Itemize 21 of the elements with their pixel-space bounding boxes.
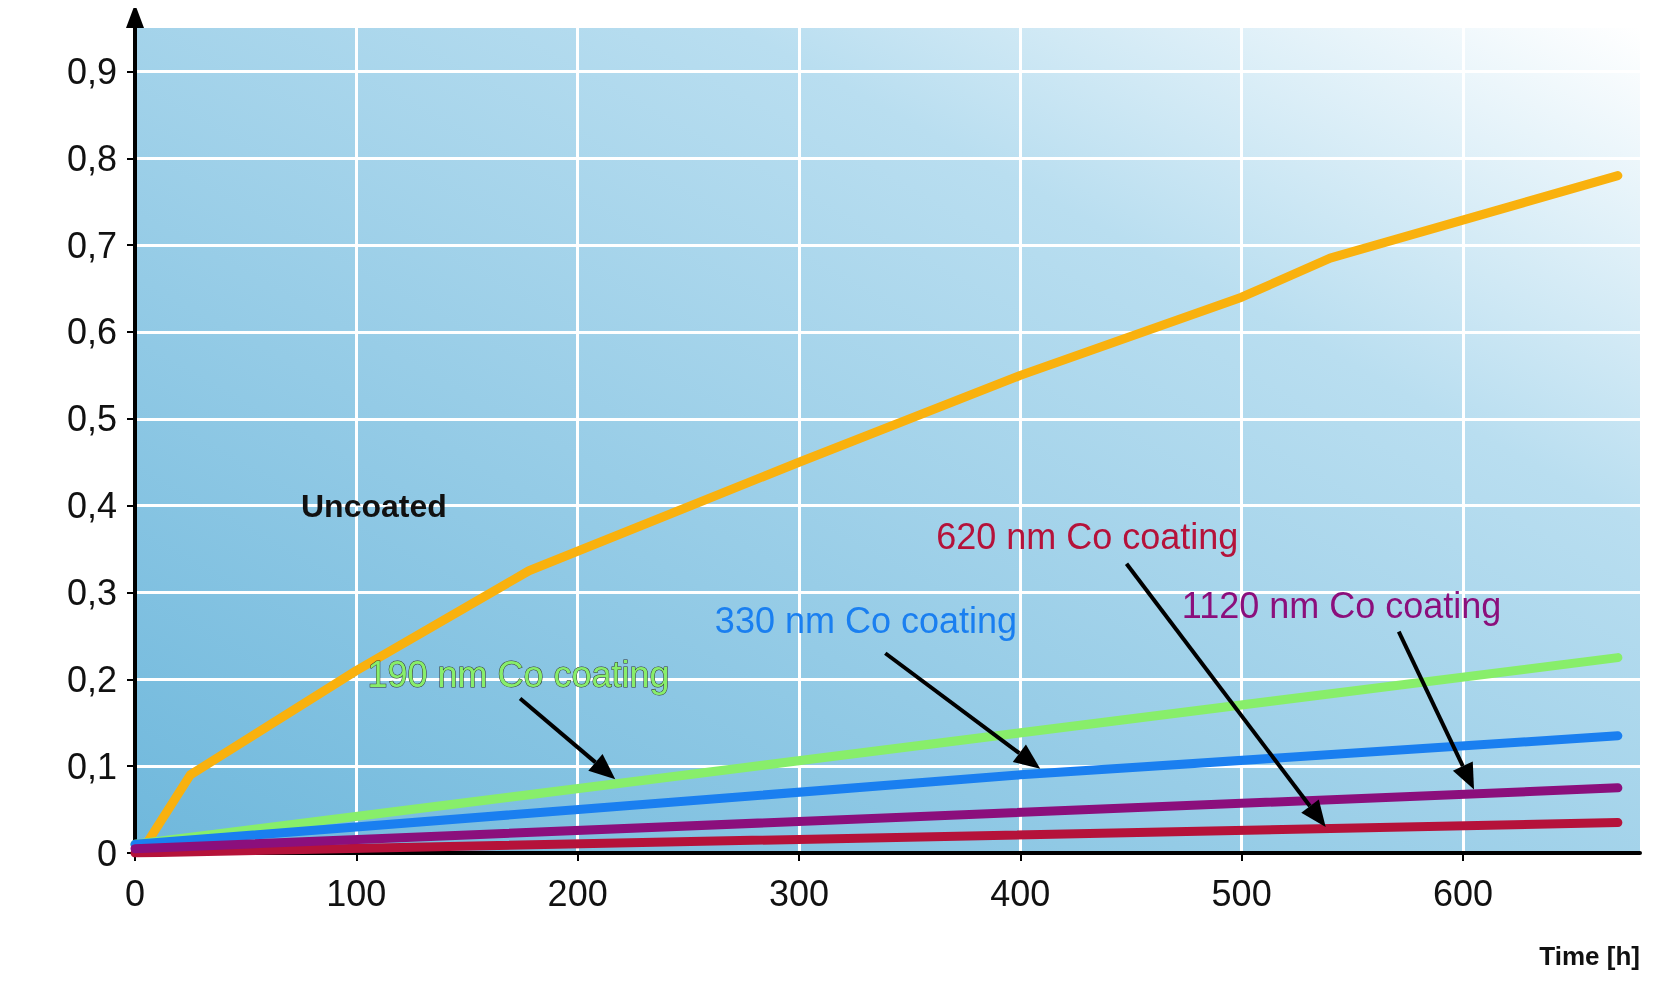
x-axis-title: Time [h]	[1539, 941, 1640, 971]
text: Uncoated	[300, 487, 447, 524]
y-tick-label: 0,3	[66, 571, 117, 613]
x-tick-label: 200	[547, 872, 608, 914]
y-tick-label: 0,8	[66, 137, 117, 179]
x-tick-label: 300	[768, 872, 830, 914]
y-tick-label: 0	[96, 832, 117, 874]
text: 1120 nm Co coating	[1181, 585, 1502, 626]
x-tick-label: 0	[124, 872, 146, 914]
y-tick-label: 0,6	[66, 311, 117, 353]
y-tick-label: 0,1	[66, 745, 117, 787]
x-tick-label: 400	[990, 872, 1051, 914]
y-tick-label: 0,7	[66, 224, 117, 266]
text: 620 nm Co coating	[936, 515, 1239, 557]
y-tick-label: 0,4	[66, 485, 117, 527]
x-tick-label: 100	[326, 872, 387, 914]
y-tick-label: 0,2	[66, 658, 117, 700]
y-tick-label: 0,9	[66, 50, 117, 92]
x-tick-label: 600	[1432, 872, 1493, 914]
x-tick-label: 500	[1211, 872, 1272, 914]
y-tick-label: 0,5	[66, 398, 117, 440]
